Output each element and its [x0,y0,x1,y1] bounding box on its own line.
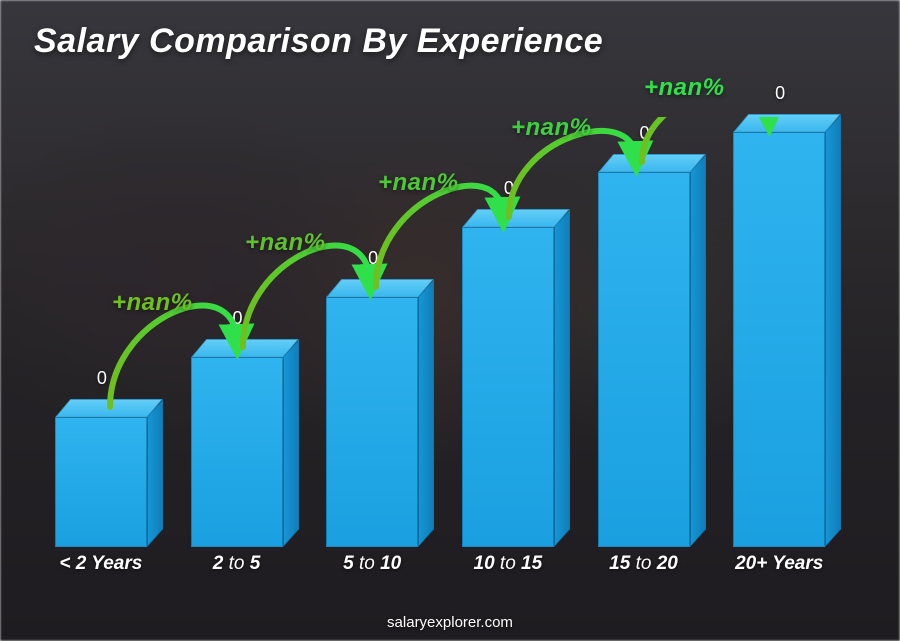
bar-front [191,357,283,547]
xlabel-bold: 10 [474,553,495,574]
xlabel-3: 10 to 15 [457,553,559,581]
bar-value: 0 [775,83,785,104]
xlabel-thin: to [354,553,380,574]
xlabel-bold: 5 [343,553,354,574]
bar-front [733,132,825,547]
bar-front [462,227,554,547]
bar-side [690,154,706,547]
bar-front [598,172,690,547]
chart-title: Salary Comparison By Experience [34,22,603,61]
xlabel-bold2: 15 [521,553,542,574]
xlabel-bold: < 2 Years [59,553,142,574]
x-axis-labels: < 2 Years 2 to 5 5 to 10 10 to 15 15 to … [40,553,840,581]
bar-1: 0 [186,357,288,547]
xlabel-bold2: 10 [380,553,401,574]
bar-side [147,399,163,547]
xlabel-bold2: 5 [250,553,261,574]
xlabel-thin: to [495,553,521,574]
bar-front [55,417,147,547]
footer-attribution: salaryexplorer.com [0,614,900,631]
xlabel-bold: 15 [609,553,630,574]
bars-container: 0 0 0 [40,117,840,547]
bar-value: 0 [504,178,514,199]
bar-top [462,209,569,227]
bar-front [326,297,418,547]
bar-3: 0 [457,227,559,547]
xlabel-thin: to [630,553,656,574]
pct-label-4: +nan% [644,74,725,102]
bar-chart: 0 0 0 [40,80,840,581]
bar-value: 0 [368,248,378,269]
bar-0: 0 [50,417,152,547]
bar-side [418,279,434,547]
xlabel-4: 15 to 20 [593,553,695,581]
bar-5: 0 [728,132,830,547]
bar-value: 0 [232,308,242,329]
xlabel-bold: 20+ Years [735,553,823,574]
bar-side [554,209,570,547]
bar-top [598,154,705,172]
chart-stage: Salary Comparison By Experience Average … [0,0,900,641]
bar-side [825,114,841,547]
xlabel-1: 2 to 5 [186,553,288,581]
xlabel-5: 20+ Years [728,553,830,581]
xlabel-0: < 2 Years [50,553,152,581]
bar-4: 0 [593,172,695,547]
bar-value: 0 [97,368,107,389]
xlabel-2: 5 to 10 [321,553,423,581]
bar-value: 0 [640,123,650,144]
bar-top [55,399,162,417]
bar-side [283,339,299,547]
bar-top [327,279,434,297]
xlabel-bold2: 20 [657,553,678,574]
bar-2: 0 [321,297,423,547]
xlabel-bold: 2 [213,553,224,574]
xlabel-thin: to [223,553,249,574]
bar-top [734,114,841,132]
bar-top [191,339,298,357]
